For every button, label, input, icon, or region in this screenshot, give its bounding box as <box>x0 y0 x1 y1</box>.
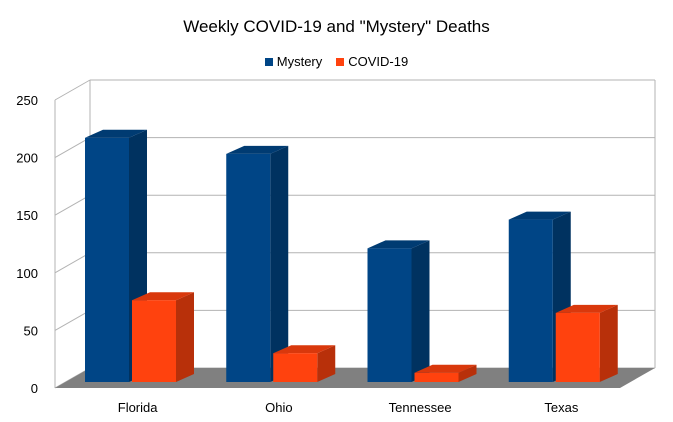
bar-top-mystery-ohio <box>226 145 289 154</box>
x-tick-label-florida: Florida <box>118 400 159 415</box>
bar-mystery-ohio <box>226 153 271 382</box>
x-tick-label-texas: Texas <box>544 400 578 415</box>
chart-floor <box>55 368 655 388</box>
bar-top-mystery-tennessee <box>367 240 430 249</box>
legend-item-mystery: Mystery <box>264 54 323 69</box>
gridline-side-5 <box>54 79 91 101</box>
y-tick-label-3: 150 <box>16 208 38 223</box>
bar-top-mystery-florida <box>85 129 147 138</box>
bar-top-covid-19-ohio <box>273 345 336 354</box>
gridline-side-2 <box>54 252 91 274</box>
bar-side-covid-19-texas <box>599 304 618 382</box>
bar-covid-19-texas <box>555 312 600 382</box>
bar-top-covid-19-texas <box>555 304 618 313</box>
y-tick-label-2: 100 <box>16 266 38 281</box>
bar-mystery-texas <box>508 219 553 382</box>
x-tick-label-tennessee: Tennessee <box>389 400 452 415</box>
bar-top-covid-19-florida <box>132 292 194 301</box>
legend-label-covid: COVID-19 <box>348 54 409 69</box>
legend-item-covid: COVID-19 <box>336 54 408 69</box>
gridline-side-3 <box>54 194 91 216</box>
bar-covid-19-ohio <box>273 353 318 382</box>
y-tick-label-0: 0 <box>31 381 38 396</box>
legend: Mystery COVID-19 <box>0 54 673 69</box>
y-tick-label-4: 200 <box>16 151 38 166</box>
legend-swatch-covid <box>336 57 345 66</box>
bar-mystery-florida <box>85 137 129 382</box>
bar-top-mystery-texas <box>508 211 571 220</box>
bar-side-covid-19-tennessee <box>458 364 477 382</box>
x-tick-label-ohio: Ohio <box>265 400 292 415</box>
bar-covid-19-tennessee <box>414 372 459 382</box>
legend-label-mystery: Mystery <box>276 54 323 69</box>
gridline-side-1 <box>54 309 91 331</box>
bar-mystery-tennessee <box>367 248 412 382</box>
legend-swatch-mystery <box>264 57 273 66</box>
bar-side-covid-19-ohio <box>317 345 336 382</box>
y-tick-label-1: 50 <box>24 323 38 338</box>
bar-top-covid-19-tennessee <box>414 364 477 373</box>
bar-side-mystery-ohio <box>270 145 289 382</box>
y-tick-label-5: 250 <box>16 93 38 108</box>
gridline-side-4 <box>54 137 91 159</box>
bar-side-covid-19-florida <box>176 292 194 382</box>
chart-title: Weekly COVID-19 and "Mystery" Deaths <box>183 17 490 36</box>
bar-side-mystery-tennessee <box>411 240 430 382</box>
bar-covid-19-florida <box>132 300 176 382</box>
